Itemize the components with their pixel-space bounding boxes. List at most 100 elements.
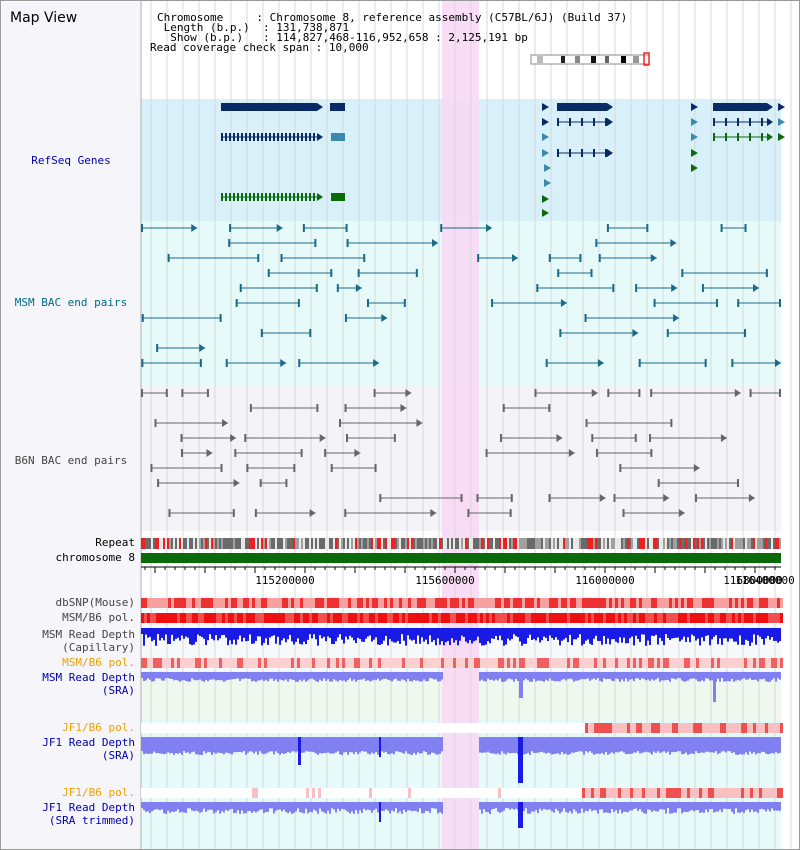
repeat-element	[285, 538, 287, 549]
repeat-element	[387, 538, 389, 549]
depth-bar	[591, 802, 593, 812]
track-label-refseq[interactable]: RefSeq Genes	[31, 154, 111, 167]
heat-cell	[420, 613, 423, 623]
depth-bar	[445, 628, 447, 643]
track-label-msm-b6-pol[interactable]: MSM/B6 pol.	[62, 611, 135, 624]
depth-bar	[425, 802, 427, 811]
repeat-element	[341, 538, 343, 549]
depth-bar	[745, 628, 747, 640]
depth-bar	[363, 737, 365, 752]
depth-bar	[395, 802, 397, 809]
heat-cell	[513, 613, 516, 623]
heat-cell	[768, 598, 771, 608]
depth-bar	[177, 628, 179, 638]
heat-cell	[441, 658, 444, 668]
depth-bar	[775, 802, 777, 811]
depth-bar	[197, 802, 199, 812]
heat-cell	[147, 613, 150, 623]
heat-cell	[348, 658, 351, 668]
heat-cell	[426, 788, 429, 798]
depth-bar	[743, 628, 745, 645]
repeat-element	[369, 538, 371, 549]
track-label-msm-read-depth-cap[interactable]: MSM Read Depth	[42, 628, 135, 641]
track-label-msm-b6-pol-2[interactable]: MSM/B6 pol.	[62, 656, 135, 669]
track-label-repeat[interactable]: Repeat	[95, 536, 135, 549]
heat-cell	[321, 723, 324, 733]
track-label-jf1-b6-pol[interactable]: JF1/B6 pol.	[62, 721, 135, 734]
track-label-jf1-read-depth-sub: (SRA)	[101, 749, 135, 762]
gene-exon	[257, 193, 259, 201]
depth-bar	[323, 737, 325, 754]
depth-bar	[607, 628, 609, 639]
depth-bar	[567, 628, 569, 643]
depth-bar	[611, 737, 613, 753]
depth-bar	[511, 628, 513, 639]
heat-cell	[726, 658, 729, 668]
track-label-jf1-read-depth-trim[interactable]: JF1 Read Depth	[42, 801, 135, 814]
heat-cell	[591, 598, 594, 608]
depth-bar	[305, 672, 307, 682]
gene-exon	[233, 193, 235, 201]
depth-bar	[511, 737, 513, 754]
depth-bar	[741, 628, 743, 645]
depth-bar	[655, 628, 657, 635]
heat-cell	[681, 723, 684, 733]
heat-cell	[354, 598, 357, 608]
depth-bar	[343, 737, 345, 753]
repeat-element	[561, 538, 563, 549]
repeat-element	[599, 538, 601, 549]
depth-bar	[183, 737, 185, 752]
repeat-element	[157, 538, 159, 549]
repeat-element	[415, 538, 417, 549]
depth-bar	[593, 737, 595, 755]
heat-cell	[228, 658, 231, 668]
depth-bar	[475, 628, 477, 641]
depth-bar	[149, 737, 151, 754]
depth-bar	[167, 628, 169, 644]
heat-cell	[312, 598, 315, 608]
depth-bar	[409, 672, 411, 682]
depth-bar	[241, 672, 243, 679]
heat-cell	[696, 788, 699, 798]
depth-bar	[655, 802, 657, 812]
depth-bar	[733, 802, 735, 814]
depth-bar	[343, 628, 345, 644]
depth-bar	[525, 802, 527, 809]
track-label-dbsnp[interactable]: dbSNP(Mouse)	[55, 596, 135, 609]
depth-bar	[763, 628, 765, 645]
heat-cell	[438, 788, 441, 798]
bac-end-arrow	[430, 509, 437, 517]
depth-bar	[207, 802, 209, 811]
depth-bar	[293, 672, 295, 681]
depth-bar	[185, 628, 187, 637]
heat-cell	[183, 658, 186, 668]
track-label-jf1-b6-pol-2[interactable]: JF1/B6 pol.	[62, 786, 135, 799]
depth-bar	[775, 737, 777, 752]
track-label-chromosome[interactable]: chromosome 8	[55, 551, 135, 564]
track-label-b6n-bac[interactable]: B6N BAC end pairs	[14, 454, 128, 467]
heat-cell	[570, 598, 573, 608]
depth-bar	[647, 628, 649, 641]
heat-cell	[504, 658, 507, 668]
bac-end	[239, 284, 242, 292]
depth-bar	[333, 802, 335, 810]
depth-bar	[319, 628, 321, 636]
heat-cell	[414, 723, 417, 733]
depth-bar	[529, 737, 531, 755]
depth-bar	[301, 737, 303, 753]
heat-cell	[549, 613, 552, 623]
depth-bar	[153, 672, 155, 682]
depth-bar	[385, 802, 387, 810]
depth-bar	[417, 737, 419, 753]
repeat-element	[571, 538, 573, 549]
track-label-msm-read-depth-sra[interactable]: MSM Read Depth	[42, 671, 135, 684]
heat-cell	[420, 723, 423, 733]
repeat-element	[189, 538, 191, 549]
heat-cell	[204, 598, 207, 608]
depth-bar	[609, 628, 611, 645]
track-label-msm-bac[interactable]: MSM BAC end pairs	[14, 296, 128, 309]
track-label-jf1-read-depth[interactable]: JF1 Read Depth	[42, 736, 135, 749]
depth-bar	[243, 672, 245, 679]
